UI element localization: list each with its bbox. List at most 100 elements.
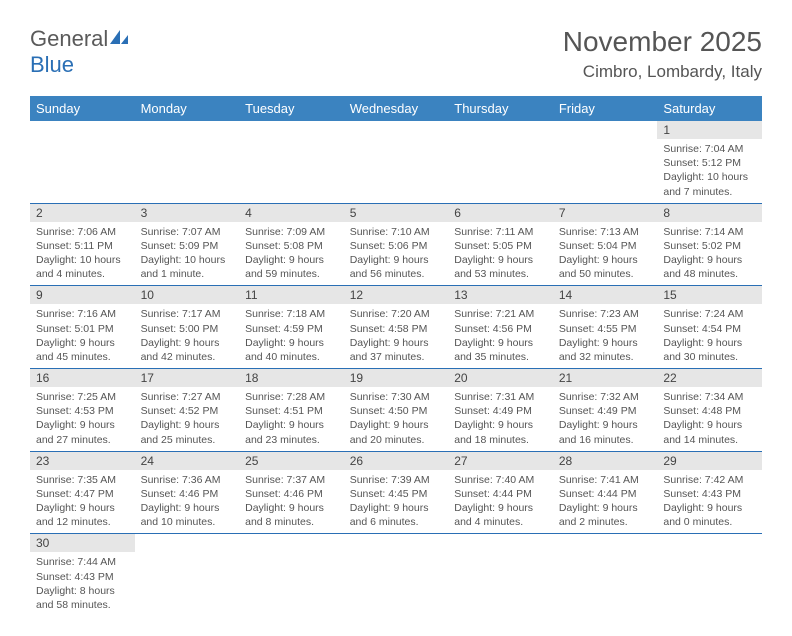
day-number: 23 [30, 452, 135, 470]
day-number: 4 [239, 204, 344, 222]
day-details: Sunrise: 7:35 AMSunset: 4:47 PMDaylight:… [30, 470, 135, 534]
day-details: Sunrise: 7:24 AMSunset: 4:54 PMDaylight:… [657, 304, 762, 368]
day-cell: 4Sunrise: 7:09 AMSunset: 5:08 PMDaylight… [239, 203, 344, 286]
day-details: Sunrise: 7:09 AMSunset: 5:08 PMDaylight:… [239, 222, 344, 286]
empty-cell [239, 534, 344, 616]
day-details: Sunrise: 7:23 AMSunset: 4:55 PMDaylight:… [553, 304, 658, 368]
day-number: 3 [135, 204, 240, 222]
day-details: Sunrise: 7:20 AMSunset: 4:58 PMDaylight:… [344, 304, 449, 368]
calendar-row: 23Sunrise: 7:35 AMSunset: 4:47 PMDayligh… [30, 451, 762, 534]
day-cell: 3Sunrise: 7:07 AMSunset: 5:09 PMDaylight… [135, 203, 240, 286]
empty-cell [448, 121, 553, 203]
weekday-thursday: Thursday [448, 96, 553, 121]
calendar-row: 16Sunrise: 7:25 AMSunset: 4:53 PMDayligh… [30, 369, 762, 452]
weekday-sunday: Sunday [30, 96, 135, 121]
day-cell: 21Sunrise: 7:32 AMSunset: 4:49 PMDayligh… [553, 369, 658, 452]
logo: GeneralBlue [30, 26, 130, 78]
day-details: Sunrise: 7:13 AMSunset: 5:04 PMDaylight:… [553, 222, 658, 286]
day-number: 20 [448, 369, 553, 387]
calendar-table: SundayMondayTuesdayWednesdayThursdayFrid… [30, 96, 762, 616]
day-cell: 1Sunrise: 7:04 AMSunset: 5:12 PMDaylight… [657, 121, 762, 203]
day-number: 24 [135, 452, 240, 470]
day-details: Sunrise: 7:44 AMSunset: 4:43 PMDaylight:… [30, 552, 135, 616]
day-cell: 26Sunrise: 7:39 AMSunset: 4:45 PMDayligh… [344, 451, 449, 534]
day-cell: 12Sunrise: 7:20 AMSunset: 4:58 PMDayligh… [344, 286, 449, 369]
day-number: 5 [344, 204, 449, 222]
day-number: 2 [30, 204, 135, 222]
day-cell: 9Sunrise: 7:16 AMSunset: 5:01 PMDaylight… [30, 286, 135, 369]
day-details: Sunrise: 7:14 AMSunset: 5:02 PMDaylight:… [657, 222, 762, 286]
day-details: Sunrise: 7:31 AMSunset: 4:49 PMDaylight:… [448, 387, 553, 451]
day-cell: 17Sunrise: 7:27 AMSunset: 4:52 PMDayligh… [135, 369, 240, 452]
day-number: 28 [553, 452, 658, 470]
day-cell: 18Sunrise: 7:28 AMSunset: 4:51 PMDayligh… [239, 369, 344, 452]
calendar-row: 9Sunrise: 7:16 AMSunset: 5:01 PMDaylight… [30, 286, 762, 369]
day-details: Sunrise: 7:25 AMSunset: 4:53 PMDaylight:… [30, 387, 135, 451]
day-cell: 22Sunrise: 7:34 AMSunset: 4:48 PMDayligh… [657, 369, 762, 452]
title-block: November 2025 Cimbro, Lombardy, Italy [563, 26, 762, 82]
empty-cell [135, 121, 240, 203]
day-details: Sunrise: 7:34 AMSunset: 4:48 PMDaylight:… [657, 387, 762, 451]
day-cell: 10Sunrise: 7:17 AMSunset: 5:00 PMDayligh… [135, 286, 240, 369]
day-cell: 28Sunrise: 7:41 AMSunset: 4:44 PMDayligh… [553, 451, 658, 534]
day-cell: 13Sunrise: 7:21 AMSunset: 4:56 PMDayligh… [448, 286, 553, 369]
day-number: 25 [239, 452, 344, 470]
day-cell: 24Sunrise: 7:36 AMSunset: 4:46 PMDayligh… [135, 451, 240, 534]
logo-text-2: Blue [30, 52, 74, 77]
day-number: 13 [448, 286, 553, 304]
day-number: 21 [553, 369, 658, 387]
day-details: Sunrise: 7:32 AMSunset: 4:49 PMDaylight:… [553, 387, 658, 451]
empty-cell [344, 121, 449, 203]
weekday-tuesday: Tuesday [239, 96, 344, 121]
day-details: Sunrise: 7:37 AMSunset: 4:46 PMDaylight:… [239, 470, 344, 534]
day-cell: 27Sunrise: 7:40 AMSunset: 4:44 PMDayligh… [448, 451, 553, 534]
weekday-wednesday: Wednesday [344, 96, 449, 121]
day-cell: 30Sunrise: 7:44 AMSunset: 4:43 PMDayligh… [30, 534, 135, 616]
day-number: 12 [344, 286, 449, 304]
day-details: Sunrise: 7:06 AMSunset: 5:11 PMDaylight:… [30, 222, 135, 286]
day-number: 27 [448, 452, 553, 470]
weekday-monday: Monday [135, 96, 240, 121]
day-number: 14 [553, 286, 658, 304]
day-details: Sunrise: 7:30 AMSunset: 4:50 PMDaylight:… [344, 387, 449, 451]
header: GeneralBlue November 2025 Cimbro, Lombar… [30, 26, 762, 82]
day-number: 7 [553, 204, 658, 222]
day-details: Sunrise: 7:41 AMSunset: 4:44 PMDaylight:… [553, 470, 658, 534]
day-details: Sunrise: 7:16 AMSunset: 5:01 PMDaylight:… [30, 304, 135, 368]
weekday-friday: Friday [553, 96, 658, 121]
day-details: Sunrise: 7:21 AMSunset: 4:56 PMDaylight:… [448, 304, 553, 368]
calendar-body: 1Sunrise: 7:04 AMSunset: 5:12 PMDaylight… [30, 121, 762, 616]
day-details: Sunrise: 7:10 AMSunset: 5:06 PMDaylight:… [344, 222, 449, 286]
empty-cell [30, 121, 135, 203]
weekday-saturday: Saturday [657, 96, 762, 121]
day-number: 9 [30, 286, 135, 304]
sail-icon [108, 26, 130, 52]
day-number: 10 [135, 286, 240, 304]
day-number: 26 [344, 452, 449, 470]
day-number: 8 [657, 204, 762, 222]
day-cell: 8Sunrise: 7:14 AMSunset: 5:02 PMDaylight… [657, 203, 762, 286]
day-cell: 29Sunrise: 7:42 AMSunset: 4:43 PMDayligh… [657, 451, 762, 534]
day-cell: 6Sunrise: 7:11 AMSunset: 5:05 PMDaylight… [448, 203, 553, 286]
day-cell: 20Sunrise: 7:31 AMSunset: 4:49 PMDayligh… [448, 369, 553, 452]
calendar-row: 30Sunrise: 7:44 AMSunset: 4:43 PMDayligh… [30, 534, 762, 616]
day-cell: 15Sunrise: 7:24 AMSunset: 4:54 PMDayligh… [657, 286, 762, 369]
day-details: Sunrise: 7:27 AMSunset: 4:52 PMDaylight:… [135, 387, 240, 451]
calendar-row: 2Sunrise: 7:06 AMSunset: 5:11 PMDaylight… [30, 203, 762, 286]
logo-text-1: General [30, 26, 108, 51]
day-details: Sunrise: 7:36 AMSunset: 4:46 PMDaylight:… [135, 470, 240, 534]
empty-cell [135, 534, 240, 616]
logo-text: GeneralBlue [30, 26, 130, 78]
day-number: 18 [239, 369, 344, 387]
day-details: Sunrise: 7:18 AMSunset: 4:59 PMDaylight:… [239, 304, 344, 368]
day-cell: 2Sunrise: 7:06 AMSunset: 5:11 PMDaylight… [30, 203, 135, 286]
day-cell: 19Sunrise: 7:30 AMSunset: 4:50 PMDayligh… [344, 369, 449, 452]
day-number: 29 [657, 452, 762, 470]
day-cell: 7Sunrise: 7:13 AMSunset: 5:04 PMDaylight… [553, 203, 658, 286]
empty-cell [553, 534, 658, 616]
empty-cell [553, 121, 658, 203]
day-cell: 11Sunrise: 7:18 AMSunset: 4:59 PMDayligh… [239, 286, 344, 369]
day-number: 11 [239, 286, 344, 304]
calendar-row: 1Sunrise: 7:04 AMSunset: 5:12 PMDaylight… [30, 121, 762, 203]
weekday-header-row: SundayMondayTuesdayWednesdayThursdayFrid… [30, 96, 762, 121]
